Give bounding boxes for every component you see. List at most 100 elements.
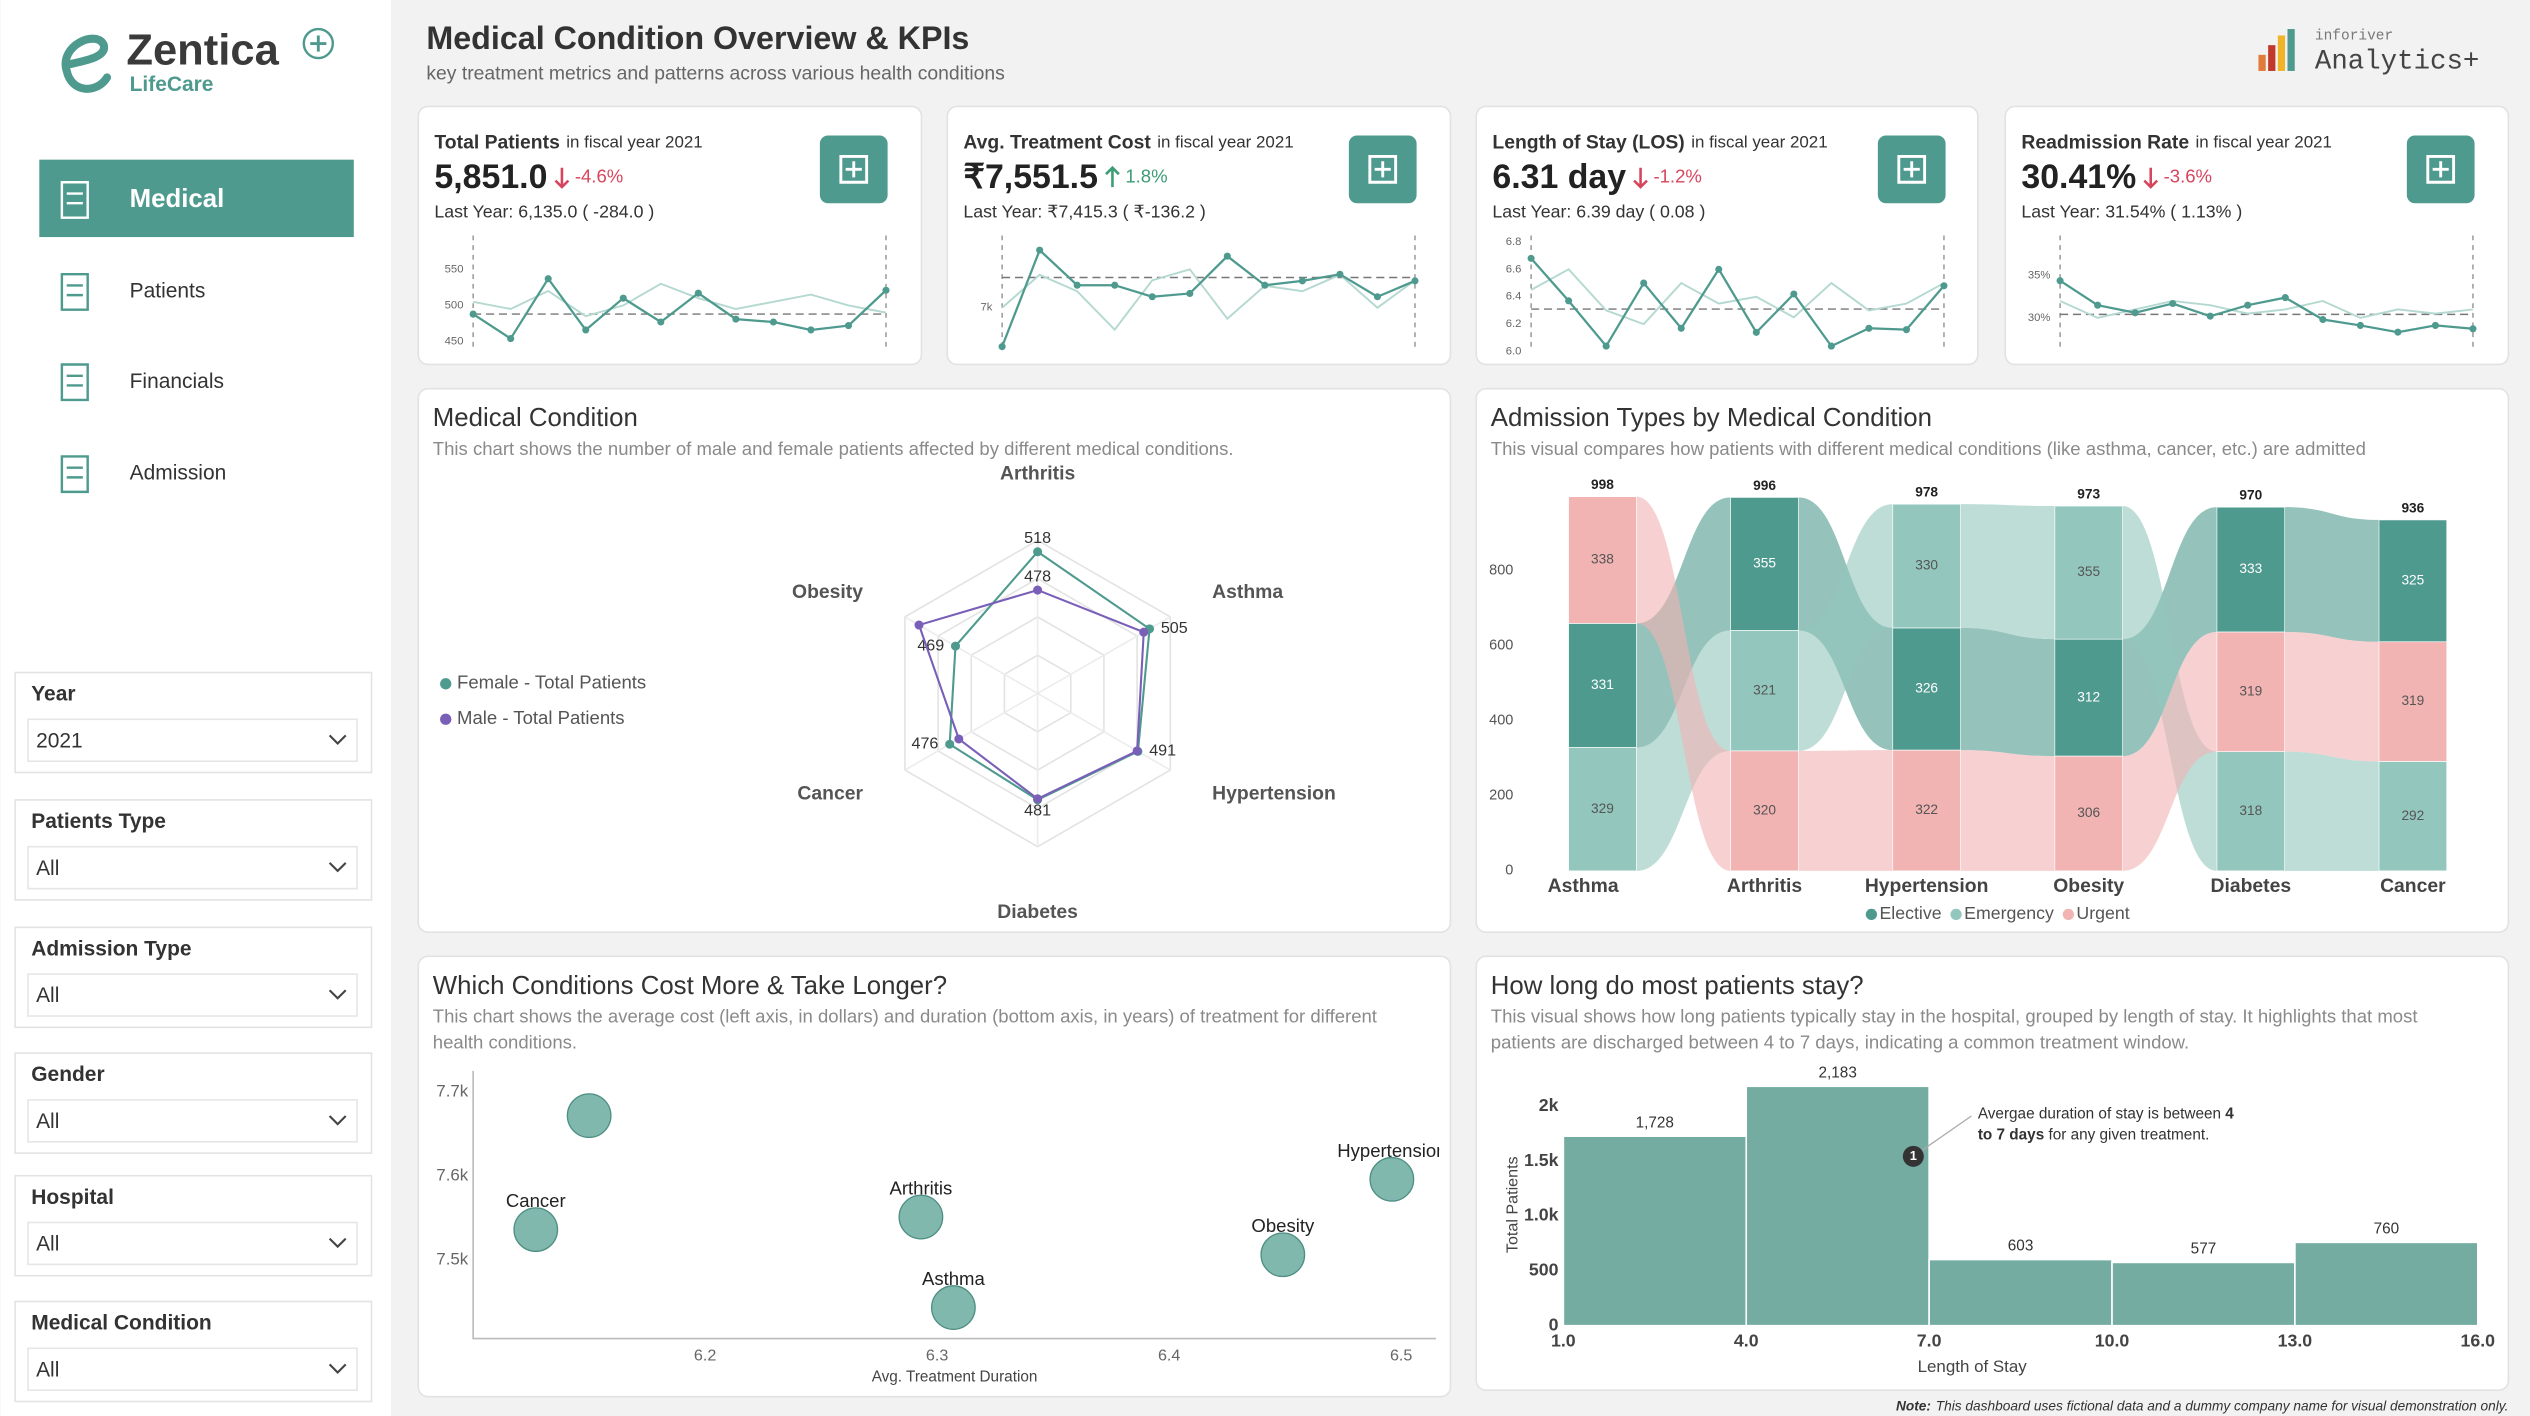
spark-point [1640,279,1648,287]
filter-dropdown[interactable] [27,1099,358,1143]
kpi-icon-glyph [2426,154,2456,184]
filter-dropdown[interactable] [27,1347,358,1392]
filter-chevron [328,1363,347,1374]
filter-value: All [36,857,59,880]
spark-point [1111,281,1119,289]
ribbon-segment [1568,747,1637,872]
spark-point [1565,297,1573,305]
spark-point [1036,246,1044,254]
kpi-last-year: Last Year: 6,135.0 ( -284.0 ) [434,202,654,222]
radar-point [1139,627,1149,637]
x-tick-label: Hypertension [1865,875,1989,897]
legend-label: Emergency [1964,903,2054,923]
spark-tick-label: 6.2 [1506,318,1522,330]
histogram-bar [2294,1241,2479,1327]
change-arrow [1633,167,1648,189]
spark-point [1715,265,1723,273]
spark-point [732,315,740,323]
y-tick-label: 0 [1549,1314,1559,1334]
spark-point [2319,315,2327,324]
annotation-part: Avergae duration of stay is between [1978,1105,2225,1122]
nav-item[interactable]: Medical [130,185,225,213]
kpi-heading: Avg. Treatment Cost in fiscal year 2021 [963,132,1293,154]
filter-value: All [36,984,59,1007]
spark-point [882,286,890,294]
x-tick-label: 7.0 [1917,1331,1942,1351]
ribbon [1960,504,2055,640]
spark-point [2356,321,2364,329]
card-title: How long do most patients stay? [1491,972,1864,1000]
ribbon [2284,507,2380,642]
card-title: Admission Types by Medical Condition [1491,404,1932,432]
kpi-title: Length of Stay (LOS) [1492,132,1684,154]
spark-point [2169,299,2177,308]
radar-point [945,739,955,749]
x-tick-label: 16.0 [2461,1331,2496,1351]
histogram-bar [1562,1135,1748,1327]
x-tick-label: Diabetes [2210,875,2291,897]
filter-dropdown[interactable] [27,718,358,763]
kpi-last-year: Last Year: 6.39 day ( 0.08 ) [1492,202,1705,222]
segment-label: 331 [1591,677,1614,692]
nav-item[interactable]: Financials [130,370,224,393]
y-tick-label: 1.0k [1524,1205,1559,1225]
spark-line [472,282,887,318]
ribbon-segment [2054,755,2123,872]
segment-label: 306 [2077,805,2100,820]
kpi-change: -1.2% [1653,165,1701,186]
legend-swatch [1865,908,1878,921]
spark-point [2431,321,2439,329]
y-tick-label: 0 [1505,863,1513,879]
card [2004,105,2510,366]
card [417,105,923,366]
spark-point [1602,342,1610,350]
segment-label: 318 [2239,803,2262,818]
filter-dropdown[interactable] [27,1221,358,1266]
spark-point [1752,328,1760,336]
radar-value-label: 476 [912,735,939,753]
ribbon [2284,751,2380,871]
ribbon-segment [1568,496,1637,624]
spark-point [1336,270,1344,278]
y-tick-label: 500 [1529,1260,1559,1280]
segment-label: 319 [2401,693,2424,708]
segment-label: 326 [1915,681,1938,696]
x-tick-label: 4.0 [1734,1331,1759,1351]
x-tick-label: Asthma [1548,875,1619,897]
card-description: This visual compares how patients with d… [1491,438,2366,459]
spark-point [2206,312,2214,320]
filter-dropdown[interactable] [27,973,358,1017]
kpi-value: 5,851.0 [434,158,547,196]
nav-icon [60,363,89,402]
vendor-bar [2277,35,2286,71]
y-tick-label: 1.5k [1524,1150,1559,1170]
nav-item[interactable]: Admission [130,462,227,485]
filter-dropdown[interactable] [27,845,358,890]
x-axis-label: Length of Stay [1918,1357,2028,1376]
segment-label: 333 [2239,561,2262,576]
kpi-last-year: Last Year: 31.54% ( 1.13% ) [2021,202,2242,222]
legend-label: Urgent [2076,903,2129,923]
vendor-bar [2258,54,2266,71]
x-tick-label: 10.0 [2095,1331,2130,1351]
ribbon-segment [1892,503,1961,629]
segment-label: 312 [2077,689,2100,704]
spark-tick-label: 500 [445,299,464,311]
y-tick-label: 200 [1489,788,1513,804]
card-description: health conditions. [433,1031,577,1052]
bar-value-label: 603 [2008,1238,2034,1255]
radar-point [1033,585,1043,595]
x-tick-label: 13.0 [2278,1331,2313,1351]
spark-point [1261,281,1269,289]
segment-label: 292 [2401,808,2424,823]
legend-swatch [2062,908,2075,921]
total-label: 973 [2077,486,2100,501]
spark-point [1527,254,1535,262]
nav-item[interactable]: Patients [130,279,206,302]
vendor-bar [2287,29,2295,71]
filter-chevron [328,734,347,745]
y-tick-label: 2k [1539,1095,1559,1115]
spark-point [2469,325,2477,333]
